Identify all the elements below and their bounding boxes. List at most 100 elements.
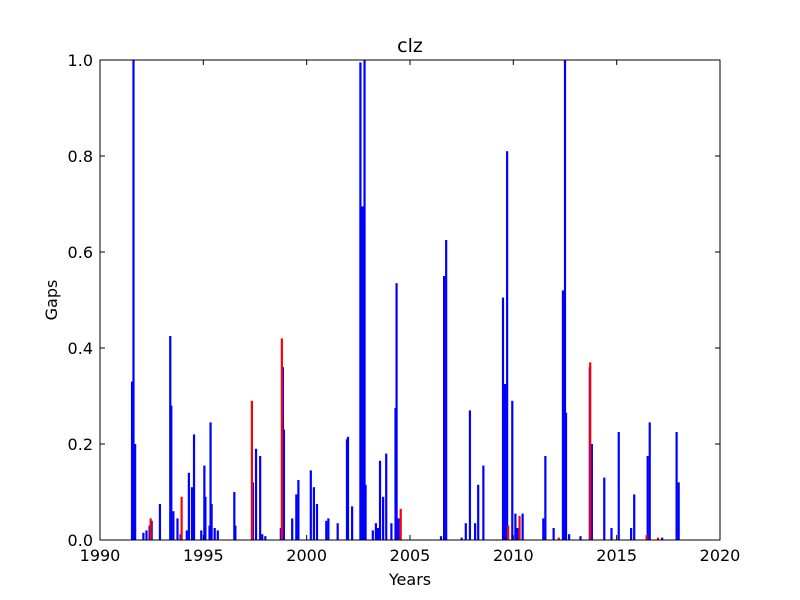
bar-0-82 (561, 290, 565, 540)
bar-0-23 (213, 528, 216, 540)
bar-0-94 (646, 456, 649, 540)
bar-0-91 (617, 432, 620, 540)
bar-0-93 (633, 494, 636, 540)
bar-0-74 (506, 151, 509, 540)
bar-0-38 (309, 470, 312, 540)
bar-1-9 (645, 535, 648, 540)
bar-0-42 (327, 518, 330, 540)
bar-0-66 (464, 523, 467, 540)
bar-0-68 (474, 523, 477, 540)
bar-0-58 (390, 523, 393, 540)
bar-0-51 (364, 484, 367, 540)
x-axis-title: Years (388, 570, 431, 589)
y-tick-label: 1.0 (68, 51, 93, 70)
bar-0-75 (511, 400, 514, 540)
bar-0-53 (374, 523, 377, 540)
bar-0-40 (315, 504, 319, 540)
bar-0-90 (610, 528, 613, 540)
bar-0-71 (501, 297, 505, 540)
bar-0-7 (158, 504, 162, 540)
bar-0-77 (516, 528, 519, 540)
bar-0-46 (351, 506, 354, 540)
bar-0-29 (259, 456, 262, 540)
chart-title: clz (397, 35, 423, 57)
bar-0-9 (170, 405, 173, 540)
bar-0-88 (590, 444, 593, 540)
y-tick-label: 0.6 (68, 243, 93, 262)
bar-0-48 (361, 206, 364, 540)
bar-0-69 (477, 484, 480, 540)
bar-0-86 (579, 536, 582, 540)
bar-0-43 (336, 523, 339, 540)
bar-0-24 (216, 530, 219, 540)
bar-0-14 (187, 472, 190, 540)
bar-1-7 (557, 537, 560, 540)
bar-0-30 (261, 534, 264, 540)
bar-0-73 (503, 384, 507, 540)
bar-0-28 (254, 448, 258, 540)
bar-1-2 (250, 400, 253, 540)
bar-0-76 (514, 513, 517, 540)
bar-0-10 (172, 511, 175, 540)
bar-0-80 (544, 456, 547, 540)
bar-0-61 (397, 518, 400, 540)
bar-0-16 (192, 434, 196, 540)
bar-0-85 (568, 534, 571, 540)
bar-0-0 (130, 381, 134, 540)
bar-0-34 (282, 429, 286, 540)
bar-0-26 (234, 525, 237, 540)
x-tick-label: 1995 (183, 546, 224, 565)
bar-0-22 (210, 504, 213, 540)
bars-layer (130, 60, 680, 541)
bar-0-70 (482, 465, 485, 540)
bar-0-45 (346, 436, 350, 540)
bar-0-63 (443, 276, 446, 540)
bar-0-1 (132, 60, 135, 540)
bar-0-89 (603, 477, 606, 540)
bar-0-31 (264, 536, 267, 540)
bar-1-8 (589, 362, 592, 540)
y-tick-label: 0.4 (68, 339, 93, 358)
bar-0-52 (371, 530, 374, 540)
bar-0-67 (468, 410, 472, 540)
x-tick-label: 2020 (700, 546, 741, 565)
y-tick-label: 0.0 (68, 531, 93, 550)
bar-0-2 (134, 444, 137, 540)
bar-1-1 (180, 496, 183, 540)
bar-0-3 (142, 532, 145, 540)
x-tick-label: 2000 (286, 546, 327, 565)
bar-1-3 (280, 338, 283, 540)
bar-0-60 (395, 283, 398, 540)
bar-0-96 (661, 537, 664, 540)
bar-0-97 (675, 432, 678, 540)
bar-0-13 (185, 530, 188, 540)
bar-0-17 (200, 530, 203, 540)
x-tick-label: 2010 (493, 546, 534, 565)
bar-0-11 (176, 518, 179, 540)
bar-0-92 (630, 528, 633, 540)
bar-0-41 (325, 520, 328, 540)
bar-0-55 (378, 460, 382, 540)
bar-0-36 (295, 494, 298, 540)
bar-0-62 (439, 536, 443, 540)
bar-0-19 (204, 496, 207, 540)
bar-0-83 (563, 60, 567, 540)
bar-0-78 (521, 513, 524, 540)
bar-0-81 (552, 528, 555, 540)
bar-0-39 (312, 487, 315, 540)
bar-1-10 (656, 537, 660, 540)
bar-0-35 (291, 518, 294, 540)
bar-1-6 (518, 516, 521, 540)
bar-0-65 (460, 537, 463, 540)
bar-0-84 (564, 412, 568, 540)
x-tick-label: 1990 (80, 546, 121, 565)
x-tick-label: 2005 (390, 546, 431, 565)
bar-0-47 (359, 62, 362, 541)
ticks-layer: 1990 1995 2000 2005 2010 2015 2020 0.0 0.2 0.4 0.6… (68, 51, 741, 565)
bar-1-0 (149, 518, 152, 540)
bar-0-98 (677, 482, 680, 540)
bar-0-56 (382, 496, 385, 540)
y-axis-title: Gaps (42, 280, 61, 321)
y-tick-label: 0.8 (68, 147, 93, 166)
